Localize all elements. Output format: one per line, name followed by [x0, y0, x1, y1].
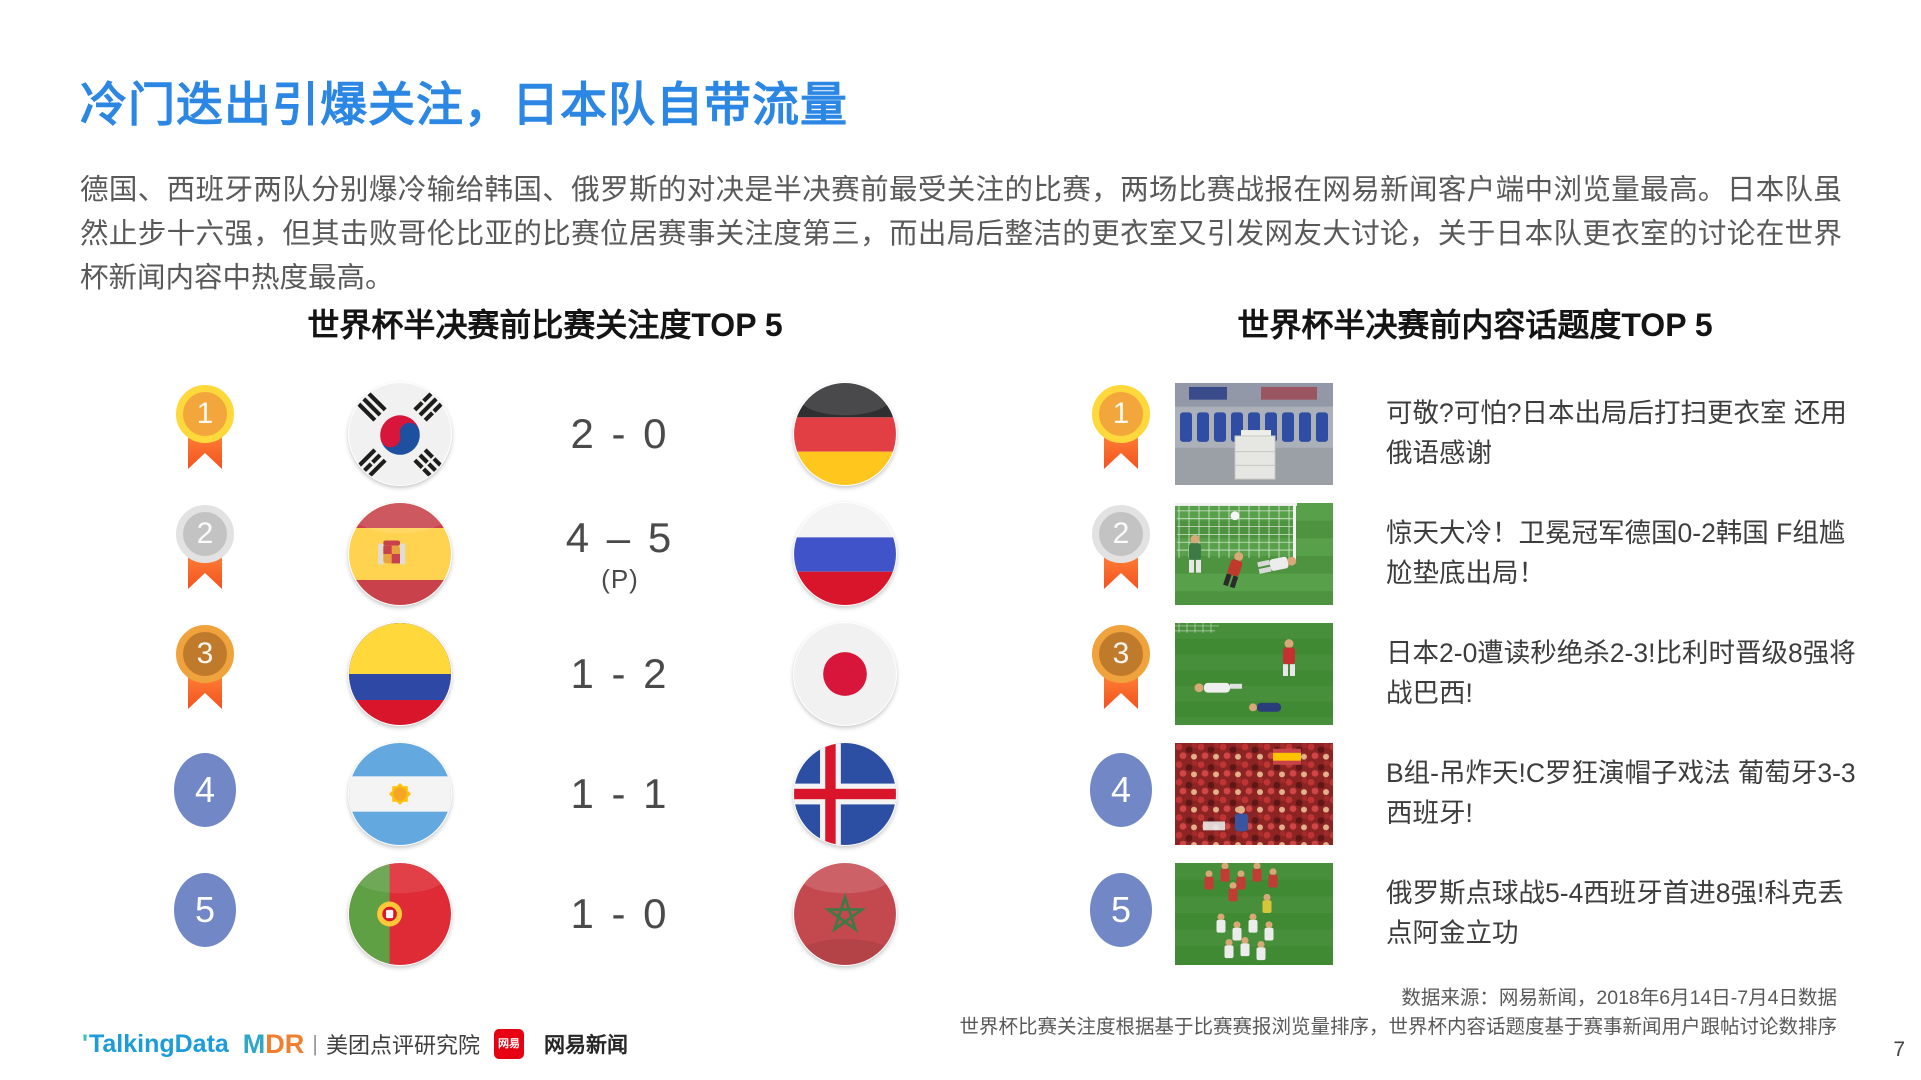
- score-text: 2 - 0: [570, 410, 670, 457]
- bronze-medal-icon: 3: [176, 625, 234, 683]
- talkingdata-tick-icon: ': [82, 1029, 88, 1058]
- score-text: 1 - 1: [570, 770, 670, 817]
- rank-badge-4: 4: [169, 741, 241, 847]
- rank-badge-3: 3: [1085, 621, 1157, 727]
- footer-logos: 'TalkingData MDR | 美团点评研究院 网易 网易新闻: [82, 1028, 628, 1060]
- news-headline: 俄罗斯点球战5-4西班牙首进8强!科克丢点阿金立功: [1386, 878, 1844, 948]
- rank-circle: 5: [1090, 873, 1152, 947]
- locker-room-photo: [1175, 383, 1333, 485]
- gold-medal-icon: 1: [1092, 385, 1150, 443]
- russia-spain-photo: [1175, 863, 1333, 965]
- news-row: 1 可敬?可怕?日本出局后打扫更衣室 还用俄语感谢: [1085, 374, 1865, 494]
- score-text: 4 – 5: [565, 513, 675, 561]
- news-row: 3 日本2-0遭读秒绝杀2-3!比利时晋级8强将战巴西!: [1085, 614, 1865, 734]
- mdr-logo-text: MDR: [242, 1028, 305, 1059]
- news-rows: 1 可敬?可怕?日本出局后打扫更衣室 还用俄语感谢 2 惊天大冷！卫冕冠军德国0-2韩…: [1085, 374, 1865, 974]
- score-text: 1 - 2: [570, 650, 670, 697]
- news-row: 5 俄罗斯点球战5-4西班牙首进8强!科克丢点阿金立功: [1085, 854, 1865, 974]
- germany-flag-icon: [793, 382, 897, 486]
- rank-badge-2: 2: [169, 501, 241, 607]
- meituan-dianping-logo: MDR | 美团点评研究院: [243, 1028, 480, 1060]
- talkingdata-logo-text: TalkingData: [88, 1029, 229, 1058]
- portugal-flag-icon: [348, 862, 452, 966]
- rank-circle: 5: [174, 873, 236, 947]
- morocco-flag-icon: [793, 862, 897, 966]
- source-line-1: 数据来源：网易新闻，2018年6月14日-7月4日数据: [1401, 987, 1837, 1009]
- source-line-2: 世界杯比赛关注度根据基于比赛赛报浏览量排序，世界杯内容话题度基于赛事新闻用户跟帖…: [959, 1016, 1837, 1039]
- news-headline: B组-吊炸天!C罗狂演帽子戏法 葡萄牙3-3西班牙!: [1386, 758, 1856, 828]
- score-text: 1 - 0: [570, 890, 670, 937]
- talkingdata-logo: 'TalkingData: [82, 1030, 229, 1059]
- page-number: 7: [1893, 1038, 1905, 1061]
- spain-fans-photo: [1175, 743, 1333, 845]
- south-korea-flag-icon: [348, 382, 452, 486]
- match-score: 2 - 0: [570, 410, 669, 458]
- rank-circle: 4: [174, 753, 236, 827]
- news-headline: 惊天大冷！卫冕冠军德国0-2韩国 F组尴尬垫底出局！: [1386, 518, 1846, 588]
- rank-badge-2: 2: [1085, 501, 1157, 607]
- rank-badge-3: 3: [169, 621, 241, 727]
- news-headline: 日本2-0遭读秒绝杀2-3!比利时晋级8强将战巴西!: [1386, 638, 1856, 708]
- netease-badge-icon: 网易: [494, 1029, 525, 1059]
- silver-medal-icon: 2: [1092, 505, 1150, 563]
- gold-medal-icon: 1: [176, 385, 234, 443]
- colombia-flag-icon: [348, 622, 452, 726]
- japan-flag-icon: [793, 622, 897, 726]
- intro-paragraph: 德国、西班牙两队分别爆冷输给韩国、俄罗斯的对决是半决赛前最受关注的比赛，两场比赛…: [80, 174, 1842, 295]
- rank-badge-5: 5: [1085, 861, 1157, 967]
- page-title: 冷门迭出引爆关注，日本队自带流量: [80, 78, 848, 131]
- meituan-research-label: 美团点评研究院: [326, 1033, 481, 1058]
- match-score: 1 - 1: [570, 770, 669, 818]
- data-source-note: 数据来源：网易新闻，2018年6月14日-7月4日数据 世界杯比赛关注度根据基于…: [959, 984, 1837, 1043]
- match-score: 1 - 2: [570, 650, 669, 698]
- match-row: 2 4 – 5 (P): [125, 494, 965, 614]
- rank-badge-1: 1: [169, 381, 241, 487]
- iceland-flag-icon: [793, 742, 897, 846]
- topic-heat-panel: 世界杯半决赛前内容话题度TOP 5 1 可敬?可怕?日本出局后打扫更衣室 还用俄语…: [1085, 300, 1865, 974]
- match-row: 3 1 - 2: [125, 614, 965, 734]
- match-row: 5 1 - 0: [125, 854, 965, 974]
- match-row: 4 1 - 1: [125, 734, 965, 854]
- penalty-note: (P): [601, 563, 639, 594]
- netease-news-label: 网易新闻: [544, 1034, 629, 1057]
- match-score: 4 – 5 (P): [566, 514, 674, 595]
- silver-medal-icon: 2: [176, 505, 234, 563]
- germany-korea-goal-photo: [1175, 503, 1333, 605]
- spain-flag-icon: [348, 502, 452, 606]
- match-attention-panel: 世界杯半决赛前比赛关注度TOP 5 1 2 - 0 2 4 – 5 (P) 3 1 - 2 4…: [125, 300, 965, 974]
- logo-divider: |: [312, 1031, 319, 1056]
- rank-badge-5: 5: [169, 861, 241, 967]
- right-panel-title: 世界杯半决赛前内容话题度TOP 5: [1237, 307, 1713, 343]
- match-rows: 1 2 - 0 2 4 – 5 (P) 3 1 - 2 4 1 - 1 5 1 - 0: [125, 374, 965, 974]
- bronze-medal-icon: 3: [1092, 625, 1150, 683]
- japan-belgium-photo: [1175, 623, 1333, 725]
- news-row: 4 B组-吊炸天!C罗狂演帽子戏法 葡萄牙3-3西班牙!: [1085, 734, 1865, 854]
- rank-badge-1: 1: [1085, 381, 1157, 487]
- argentina-flag-icon: [348, 742, 452, 846]
- match-score: 1 - 0: [570, 890, 669, 938]
- left-panel-title: 世界杯半决赛前比赛关注度TOP 5: [307, 307, 783, 343]
- russia-flag-icon: [793, 502, 897, 606]
- rank-circle: 4: [1090, 753, 1152, 827]
- match-row: 1 2 - 0: [125, 374, 965, 494]
- rank-badge-4: 4: [1085, 741, 1157, 847]
- news-row: 2 惊天大冷！卫冕冠军德国0-2韩国 F组尴尬垫底出局！: [1085, 494, 1865, 614]
- news-headline: 可敬?可怕?日本出局后打扫更衣室 还用俄语感谢: [1386, 398, 1847, 468]
